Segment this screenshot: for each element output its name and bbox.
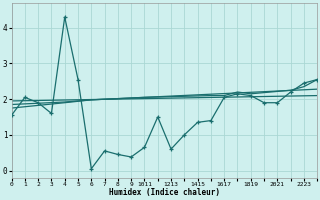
X-axis label: Humidex (Indice chaleur): Humidex (Indice chaleur) [109,188,220,197]
